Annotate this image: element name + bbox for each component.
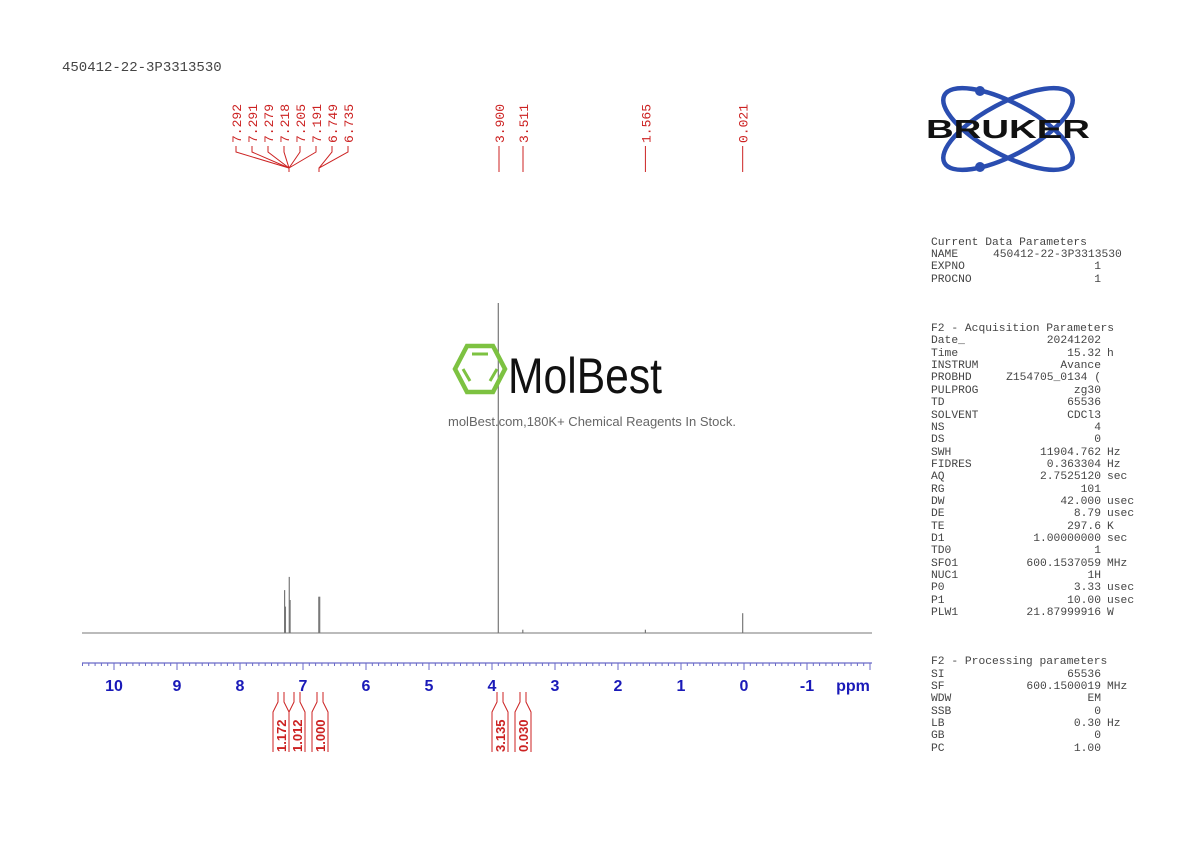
acquisition-parameters: F2 - Acquisition Parameters Date_ 20241202… (931, 323, 1134, 619)
axis-tick-label: 8 (236, 678, 245, 695)
bruker-logo-icon: BRUKER (926, 85, 1090, 173)
peak-label: 7.218 (278, 104, 293, 143)
param-row: DS 0 (931, 434, 1101, 447)
param-row: WDW EM (931, 693, 1101, 706)
spectrum-title: 450412-22-3P3313530 (62, 60, 222, 76)
watermark-tagline: molBest.com,180K+ Chemical Reagents In S… (448, 414, 736, 429)
param-row: RG 101 (931, 483, 1101, 496)
params-heading: Current Data Parameters (931, 236, 1087, 249)
peak-label: 3.900 (493, 104, 508, 143)
axis-tick-label: 3 (551, 678, 560, 695)
param-row: LB 0.30 Hz (931, 718, 1121, 731)
integral-value: 1.172 (274, 719, 289, 752)
peak-label: 7.205 (294, 104, 309, 143)
param-row: NAME 450412-22-3P3313530 (931, 249, 1122, 262)
integral-value: 0.030 (516, 719, 531, 752)
peak-label: 7.279 (262, 104, 277, 143)
param-row: SSB 0 (931, 705, 1101, 718)
peak-label: 1.565 (639, 104, 654, 143)
axis-tick-label: 9 (173, 678, 182, 695)
integral-value: 1.000 (313, 719, 328, 752)
axis-tick-label: 6 (362, 678, 371, 695)
param-row: PROBHD Z154705_0134 ( (931, 372, 1101, 385)
params-heading: F2 - Acquisition Parameters (931, 323, 1115, 336)
param-row: GB 0 (931, 730, 1101, 743)
param-row: AQ 2.7525120 sec (931, 471, 1128, 484)
axis-tick-label: 2 (614, 678, 623, 695)
molbest-logo-icon (452, 343, 508, 395)
param-row: Date_ 20241202 (931, 335, 1101, 348)
peak-label: 6.735 (342, 104, 357, 143)
param-row: SFO1 600.1537059 MHz (931, 557, 1128, 570)
param-row: EXPNO 1 (931, 261, 1101, 274)
integral-value: 1.012 (290, 719, 305, 752)
param-row: SWH 11904.762 Hz (931, 446, 1121, 459)
peak-label: 7.292 (230, 104, 245, 143)
param-row: TE 297.6 K (931, 520, 1114, 533)
param-row: D1 1.00000000 sec (931, 532, 1128, 545)
param-row: NUC1 1H (931, 569, 1101, 582)
axis-unit-label: ppm (836, 678, 870, 695)
axis-tick-label: 7 (299, 678, 308, 695)
param-row: PULPROG zg30 (931, 384, 1101, 397)
peak-label: 0.021 (737, 104, 752, 143)
spectrum-trace (82, 303, 872, 634)
peak-label: 6.749 (326, 104, 341, 143)
param-row: FIDRES 0.363304 Hz (931, 458, 1121, 471)
param-row: SI 65536 (931, 668, 1101, 681)
axis-tick-label: 1 (677, 678, 686, 695)
ppm-axis: 10 9 8 7 6 5 4 3 2 1 0 -1 ppm (82, 662, 872, 695)
param-row: SOLVENT CDCl3 (931, 409, 1101, 422)
param-row: DE 8.79 usec (931, 508, 1135, 521)
peak-label: 3.511 (517, 104, 532, 143)
peak-label: 7.291 (246, 104, 261, 143)
watermark-brand: MolBest (508, 348, 662, 404)
param-row: P1 10.00 usec (931, 594, 1135, 607)
param-row: DW 42.000 usec (931, 495, 1135, 508)
param-row: TD 65536 (931, 397, 1101, 410)
axis-tick-label: -1 (800, 678, 814, 695)
param-row: PC 1.00 (931, 742, 1101, 755)
params-heading: F2 - Processing parameters (931, 656, 1108, 669)
svg-text:BRUKER: BRUKER (926, 114, 1090, 144)
param-row: SF 600.1500019 MHz (931, 681, 1128, 694)
param-row: P0 3.33 usec (931, 582, 1135, 595)
param-row: Time 15.32 h (931, 347, 1114, 360)
param-row: PLW1 21.87999916 W (931, 607, 1114, 619)
processing-parameters: F2 - Processing parameters SI 65536 SF 600.1… (931, 656, 1134, 755)
param-row: PROCNO 1 (931, 273, 1101, 286)
parameters-panel: Current Data Parameters NAME 450412-22-3P3… (931, 212, 1134, 780)
axis-tick-label: 0 (740, 678, 749, 695)
axis-tick-label: 4 (488, 678, 497, 695)
param-row: TD0 1 (931, 545, 1101, 558)
peak-label: 7.191 (310, 104, 325, 143)
current-data-parameters: Current Data Parameters NAME 450412-22-3P3… (931, 237, 1134, 286)
param-row: INSTRUM Avance (931, 360, 1101, 373)
axis-tick-label: 5 (425, 678, 434, 695)
integral-value: 3.135 (493, 719, 508, 752)
param-row: NS 4 (931, 421, 1101, 434)
peak-labels: 7.292 7.291 7.279 7.218 7.205 7.191 6.749 6.735… (230, 104, 752, 172)
axis-tick-label: 10 (105, 678, 123, 695)
integral-labels: 1.172 1.012 1.000 3.135 0.030 (272, 692, 532, 752)
